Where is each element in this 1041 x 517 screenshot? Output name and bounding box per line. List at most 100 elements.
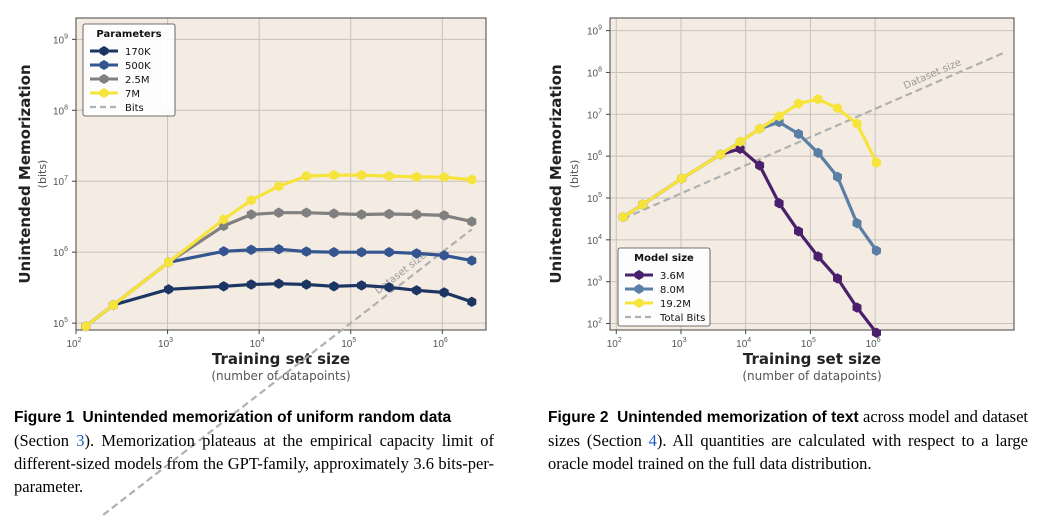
- x-tick-label: 105: [801, 337, 816, 350]
- data-point-170K: [246, 279, 256, 290]
- data-point-500K: [274, 244, 284, 255]
- data-point-3.6M: [774, 198, 784, 209]
- x-tick-label: 104: [736, 337, 751, 350]
- data-point-7M: [412, 171, 422, 183]
- x-tick-label: 105: [341, 337, 356, 350]
- data-point-2.5M: [329, 208, 339, 219]
- legend-title: Model size: [634, 253, 694, 264]
- legend-label-170K: 170K: [125, 47, 151, 58]
- data-point-19.2M: [716, 149, 726, 160]
- data-point-8.0M: [813, 147, 823, 158]
- figure-1: 102 103 104 105 106 105 106 107 108 109 Training s…: [0, 0, 510, 517]
- y-tick-label: 108: [587, 66, 602, 79]
- data-point-19.2M: [677, 173, 687, 184]
- x-axis-title: Training set size: [743, 350, 881, 368]
- data-point-3.6M: [794, 226, 803, 237]
- x-tick-label: 103: [158, 337, 173, 350]
- data-point-2.5M: [274, 207, 284, 218]
- data-point-19.2M: [755, 123, 765, 134]
- data-point-170K: [274, 278, 284, 289]
- data-point-3.6M: [852, 302, 862, 313]
- legend-marker-500K: [99, 60, 109, 70]
- y-tick-label: 103: [587, 276, 602, 289]
- chart-2: 102 103 104 105 106 102 103 104 105 106 107 108 109 T…: [547, 17, 1015, 383]
- data-point-170K: [219, 281, 229, 292]
- dataset-size-line: [622, 51, 1005, 220]
- x-tick-label: 106: [866, 337, 881, 350]
- data-point-19.2M: [735, 136, 745, 147]
- data-point-8.0M: [852, 218, 862, 229]
- y-tick-label: 105: [53, 317, 68, 330]
- data-point-19.2M: [794, 98, 803, 109]
- data-point-3.6M: [735, 143, 745, 154]
- y-tick-label: 108: [53, 104, 68, 117]
- figure-2-caption: Figure 2 Unintended memorization of text…: [548, 405, 1028, 475]
- data-point-500K: [439, 250, 449, 261]
- legend-marker-19.2M: [634, 298, 644, 308]
- x-tick-label: 102: [66, 337, 81, 350]
- data-point-170K: [384, 282, 394, 293]
- plot-frame: [75, 17, 487, 331]
- y-tick-label: 109: [53, 33, 68, 46]
- data-point-7M: [329, 169, 339, 181]
- y-tick-label: 109: [587, 25, 602, 38]
- data-point-2.5M: [301, 207, 311, 218]
- data-point-7M: [108, 299, 118, 311]
- data-point-170K: [357, 280, 366, 291]
- data-point-2.5M: [467, 216, 477, 227]
- plot-frame: [609, 17, 1015, 331]
- y-tick-label: 107: [587, 108, 602, 121]
- legend-marker-8.0M: [634, 284, 644, 294]
- legend-label-2.5M: 2.5M: [125, 75, 150, 86]
- legend-label-reference: Bits: [125, 103, 144, 114]
- data-point-500K: [301, 246, 311, 257]
- legend-marker-7M: [99, 88, 109, 98]
- x-tick-label: 104: [250, 337, 265, 350]
- y-axis-title: Unintended Memorization: [547, 64, 565, 283]
- data-point-500K: [357, 247, 366, 258]
- data-point-7M: [357, 169, 366, 181]
- y-tick-label: 106: [587, 150, 602, 163]
- y-tick-label: 105: [587, 192, 602, 205]
- data-point-2.5M: [357, 209, 366, 220]
- legend-label-7M: 7M: [125, 89, 140, 100]
- data-point-7M: [219, 214, 229, 225]
- chart-1: 102 103 104 105 106 105 106 107 108 109 Training s…: [16, 17, 487, 517]
- caption-text: ). All quantities are calculated with re…: [548, 431, 1028, 473]
- legend-label-500K: 500K: [125, 61, 151, 72]
- data-point-2.5M: [439, 210, 449, 221]
- legend-label-8.0M: 8.0M: [660, 285, 685, 296]
- section-link[interactable]: 3: [76, 431, 85, 450]
- figure-2: 102 103 104 105 106 102 103 104 105 106 107 108 109 T…: [530, 0, 1041, 517]
- data-point-19.2M: [871, 157, 881, 168]
- data-point-19.2M: [774, 111, 784, 122]
- data-point-19.2M: [852, 118, 862, 129]
- y-axis-title: Unintended Memorization: [16, 64, 34, 283]
- data-point-170K: [439, 287, 449, 298]
- y-axis-subtitle: (bits): [36, 160, 49, 189]
- data-point-7M: [274, 181, 284, 192]
- legend-marker-2.5M: [99, 74, 109, 84]
- data-point-2.5M: [384, 208, 394, 220]
- caption-text: ). Memorization plateaus at the empirica…: [14, 431, 494, 496]
- section-link[interactable]: 4: [648, 431, 657, 450]
- data-point-500K: [384, 247, 394, 258]
- legend-label-3.6M: 3.6M: [660, 271, 685, 282]
- data-point-3.6M: [755, 160, 765, 171]
- data-point-500K: [467, 255, 477, 266]
- y-tick-label: 104: [587, 234, 602, 247]
- legend-label-19.2M: 19.2M: [660, 299, 691, 310]
- caption-text: (Section: [14, 431, 77, 450]
- data-point-7M: [81, 321, 91, 332]
- data-point-19.2M: [638, 199, 648, 210]
- x-tick-label: 103: [671, 337, 686, 350]
- y-tick-label: 106: [53, 246, 68, 259]
- figure-title: Unintended memorization of uniform rando…: [82, 409, 452, 426]
- data-point-8.0M: [871, 245, 881, 256]
- data-point-7M: [384, 170, 394, 182]
- data-point-170K: [301, 279, 311, 290]
- data-point-500K: [246, 244, 256, 255]
- data-point-19.2M: [813, 94, 823, 105]
- figure-title: Unintended memorization of text: [617, 409, 859, 426]
- data-point-2.5M: [412, 209, 422, 220]
